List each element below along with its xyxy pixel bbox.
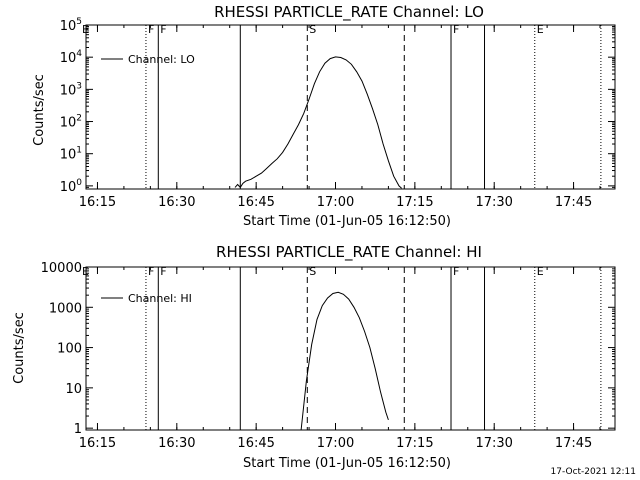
y-tick-label: 10 [65, 382, 82, 397]
plot-frame [85, 266, 616, 431]
y-tick-label: 102 [60, 114, 82, 131]
x-tick-label: 17:15 [396, 195, 433, 210]
chart-title: RHESSI PARTICLE_RATE Channel: HI [216, 243, 482, 262]
x-axis-label: Start Time (01-Jun-05 16:12:50) [243, 214, 451, 229]
event-marker-label: S [309, 265, 316, 278]
x-tick-label: 17:00 [317, 195, 354, 210]
legend-label: Channel: LO [128, 53, 195, 66]
axes: 16:15 16:30 16:45 17:00 17:15 17:30 17:45 100 10… [60, 17, 616, 210]
x-tick-label: 17:45 [555, 195, 592, 210]
event-marker-label: F [160, 265, 166, 278]
x-axis-label: Start Time (01-Jun-05 16:12:50) [243, 456, 451, 471]
y-axis-label: Counts/sec [32, 74, 47, 146]
x-tick-label: 17:00 [317, 436, 354, 451]
y-tick-label: 10000 [41, 261, 82, 276]
legend: Channel: HI [101, 292, 192, 305]
event-marker-label: S [309, 23, 316, 36]
event-marker-label: E [537, 23, 544, 36]
x-tick-label: 16:45 [237, 436, 274, 451]
y-tick-label: 101 [60, 146, 82, 163]
x-tick-label: 17:45 [555, 436, 592, 451]
event-marker-label: F [453, 265, 459, 278]
series-line [300, 291, 389, 431]
x-tick-label: 16:30 [158, 436, 195, 451]
event-marker-label: F [148, 23, 154, 36]
event-marker-label: F [453, 23, 459, 36]
y-tick-label: 100 [60, 178, 83, 195]
y-tick-label: 103 [60, 81, 82, 98]
event-marker-label: E [537, 265, 544, 278]
y-tick-label: 100 [57, 342, 82, 357]
series-line [234, 56, 402, 189]
x-tick-label: 16:15 [79, 195, 116, 210]
y-tick-label: 105 [60, 17, 82, 34]
y-axis-label: Counts/sec [12, 312, 27, 384]
legend-label: Channel: HI [128, 292, 192, 305]
series-curve [300, 291, 389, 431]
x-tick-label: 16:15 [79, 436, 116, 451]
event-marker-label: F [160, 23, 166, 36]
x-tick-label: 17:30 [475, 195, 512, 210]
event-lines: F F S F EE [82, 23, 602, 189]
legend: Channel: LO [101, 53, 195, 66]
footer-timestamp: 17-Oct-2021 12:11 [551, 467, 636, 477]
y-tick-label: 1 [74, 422, 82, 437]
y-tick-label: 104 [60, 49, 83, 66]
x-tick-label: 16:30 [158, 195, 195, 210]
series-curve [234, 56, 402, 189]
event-marker-label: F [148, 265, 154, 278]
x-tick-label: 17:30 [475, 436, 512, 451]
x-tick-label: 16:45 [237, 195, 274, 210]
panel-lo: RHESSI PARTICLE_RATE Channel: LO Start T… [32, 3, 616, 229]
plot-frame [85, 24, 616, 190]
chart-title: RHESSI PARTICLE_RATE Channel: LO [214, 3, 484, 22]
panel-hi: RHESSI PARTICLE_RATE Channel: HI Start T… [12, 243, 616, 471]
event-lines: F F S F EE [82, 265, 602, 430]
y-tick-label: 1000 [49, 301, 82, 316]
x-tick-label: 17:15 [396, 436, 433, 451]
axes: 16:15 16:30 16:45 17:00 17:15 17:30 17:45 1 10 10… [41, 261, 616, 451]
